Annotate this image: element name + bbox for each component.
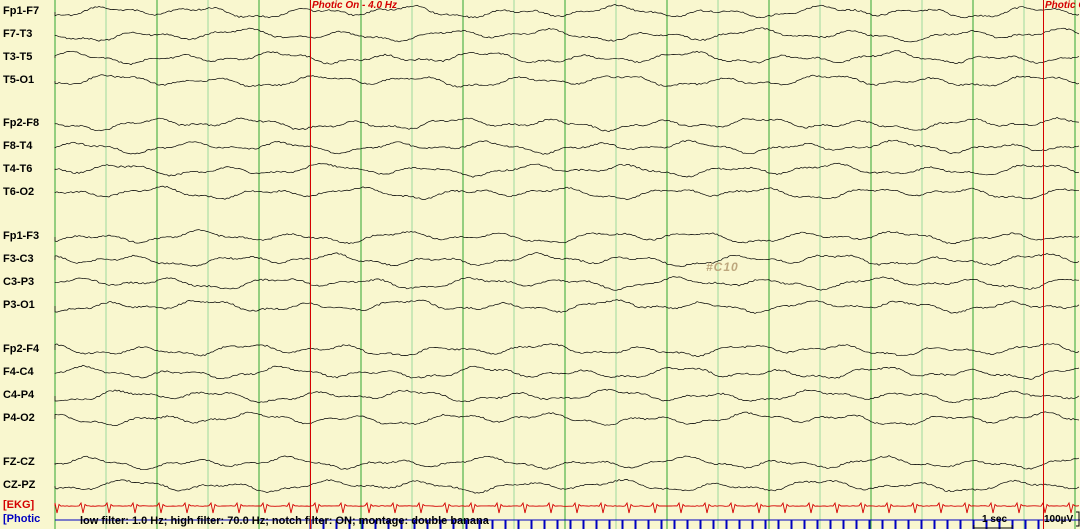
- channel-label: Fp2-F8: [3, 118, 39, 129]
- ekg-label: [EKG]: [3, 500, 34, 511]
- channel-label: F8-T4: [3, 141, 32, 152]
- photic-label: [Photic: [3, 514, 40, 525]
- eeg-canvas: [0, 0, 1080, 529]
- event-label: Photic Off: [1045, 0, 1080, 11]
- channel-label: P3-O1: [3, 300, 35, 311]
- time-scale-label: 1 sec: [982, 514, 1007, 525]
- channel-label: C3-P3: [3, 277, 34, 288]
- event-label: Photic On - 4.0 Hz: [312, 0, 397, 11]
- channel-label: F3-C3: [3, 254, 34, 265]
- channel-label: F4-C4: [3, 367, 34, 378]
- channel-label: P4-O2: [3, 413, 35, 424]
- channel-label: F7-T3: [3, 29, 32, 40]
- channel-label: CZ-PZ: [3, 480, 35, 491]
- channel-label: C4-P4: [3, 390, 34, 401]
- channel-label: T3-T5: [3, 52, 32, 63]
- channel-label: Fp1-F3: [3, 231, 39, 242]
- channel-label: Fp1-F7: [3, 6, 39, 17]
- channel-label: T5-O1: [3, 75, 34, 86]
- channel-label: T4-T6: [3, 164, 32, 175]
- event-marker: [310, 0, 311, 529]
- event-marker: [1043, 0, 1044, 529]
- channel-label: FZ-CZ: [3, 457, 35, 468]
- filter-status-text: low filter: 1.0 Hz; high filter: 70.0 Hz…: [80, 515, 489, 527]
- channel-label: Fp2-F4: [3, 344, 39, 355]
- channel-label: T6-O2: [3, 187, 34, 198]
- amplitude-scale-label: 100µV: [1044, 514, 1073, 525]
- eeg-viewer: { "canvas": { "width": 1080, "height": 5…: [0, 0, 1080, 529]
